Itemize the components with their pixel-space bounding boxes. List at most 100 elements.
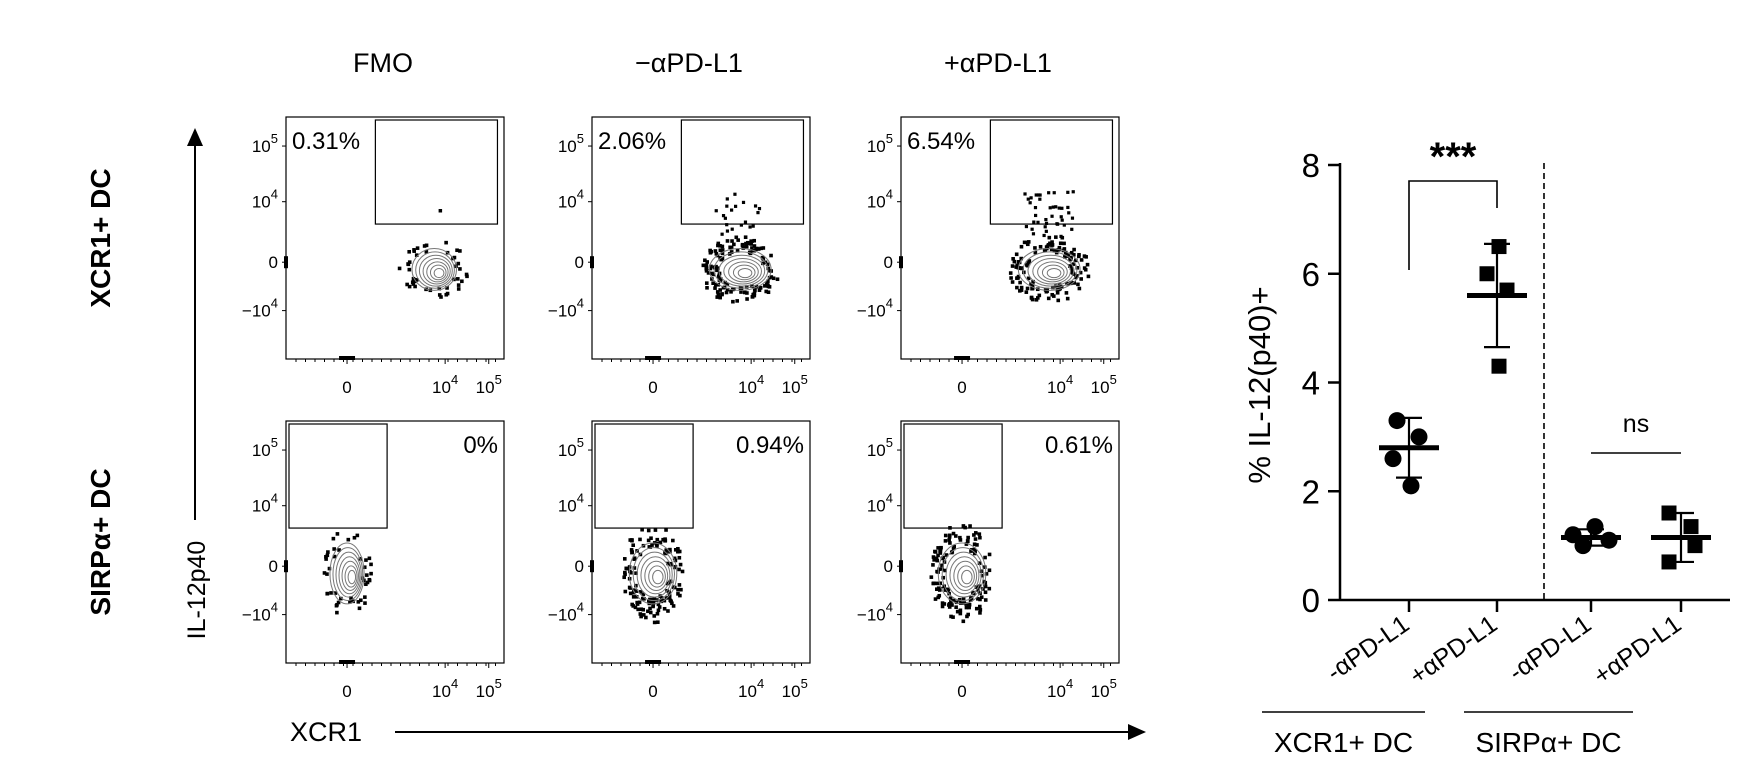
gate-percentage: 0.94% [736, 432, 804, 459]
event-dot [1030, 297, 1035, 302]
event-dot [1069, 255, 1073, 260]
event-dot [715, 268, 719, 273]
x-tick-label: 0 [648, 682, 657, 701]
event-dot [632, 566, 637, 570]
event-dot [721, 214, 726, 218]
event-dot [748, 225, 752, 229]
event-dot [1034, 297, 1039, 302]
event-dot [628, 538, 633, 542]
event-dot [961, 619, 966, 624]
event-dot [1070, 227, 1074, 231]
event-dot [1057, 206, 1061, 210]
y-tick-exp: 4 [886, 296, 893, 311]
event-dot [751, 224, 755, 228]
event-dot [1026, 197, 1030, 201]
y-tick-base: 10 [558, 441, 577, 460]
event-dot [725, 223, 729, 227]
event-dot [1019, 285, 1024, 290]
event-dot [1049, 247, 1054, 252]
event-dot [766, 290, 771, 295]
density-contour [648, 565, 666, 588]
event-dot [324, 557, 328, 561]
event-dot [1078, 270, 1083, 275]
event-dot [631, 543, 636, 548]
event-dot [739, 223, 743, 227]
density-contour [433, 267, 445, 279]
event-dot [677, 555, 682, 560]
x-tick-label: 105 [476, 372, 502, 397]
event-dot [718, 295, 722, 300]
density-contour [1046, 267, 1062, 279]
event-dot [325, 591, 330, 596]
x-axis-arrowhead [1128, 724, 1146, 740]
event-dot [678, 593, 682, 598]
event-dot [764, 289, 769, 294]
event-dot [948, 526, 952, 530]
event-dot [1036, 220, 1040, 224]
event-dot [705, 260, 710, 264]
event-dot [1044, 229, 1048, 233]
event-dot [1071, 190, 1075, 194]
event-dot [775, 277, 780, 282]
event-dot [983, 584, 988, 589]
event-dot [410, 280, 415, 285]
data-group [1561, 518, 1621, 555]
x-tick-label: 105 [1091, 372, 1117, 397]
x-tick-label: 104 [432, 676, 458, 701]
event-dot [753, 288, 757, 293]
x-tick-exp: 4 [451, 676, 458, 691]
group-label: SIRPα+ DC [1475, 727, 1621, 758]
event-dot [357, 606, 362, 611]
event-dot [458, 249, 462, 253]
x-tick-label: 105 [782, 676, 808, 701]
event-dot [1072, 247, 1076, 252]
y-axis-label: IL-12p40 [183, 541, 211, 640]
event-dot [407, 260, 412, 264]
y-axis-event-marks [284, 560, 288, 573]
event-dot [1055, 290, 1060, 295]
event-dot [752, 238, 757, 243]
gate-box [903, 423, 1003, 529]
event-dot [458, 267, 462, 271]
event-dot [708, 266, 713, 271]
event-dot [725, 197, 729, 201]
event-dot [763, 284, 767, 288]
event-dot [1010, 280, 1015, 284]
density-contour [628, 542, 678, 605]
event-dot [659, 599, 663, 604]
y-tick-label: −104 [857, 296, 893, 321]
event-dot [750, 284, 754, 288]
event-dot [1042, 248, 1047, 252]
event-dot [1058, 241, 1063, 246]
y-tick-exp: 5 [271, 435, 278, 450]
event-dot [957, 609, 961, 614]
event-dot [947, 538, 951, 542]
event-dot [978, 611, 982, 615]
event-dot [718, 248, 723, 253]
event-dot [750, 246, 754, 250]
event-dot [948, 596, 953, 601]
event-dot [1076, 282, 1080, 287]
event-dot [964, 542, 969, 546]
event-dot [633, 605, 638, 610]
event-dot [452, 255, 457, 260]
density-contour [1027, 254, 1075, 287]
event-dot [407, 284, 412, 289]
event-dot [666, 561, 670, 566]
event-dot [947, 603, 951, 607]
y-axis-label: % IL-12(p40)+ [1242, 286, 1277, 483]
event-dot [935, 587, 939, 591]
gate-box [288, 423, 388, 529]
event-dot [397, 266, 402, 271]
density-contour [941, 547, 985, 602]
event-dot [987, 552, 992, 557]
event-dot [1074, 258, 1078, 263]
density-contour [335, 551, 362, 598]
event-dot [664, 551, 668, 556]
data-point [1491, 239, 1507, 255]
event-dot [967, 602, 972, 607]
event-dot [327, 566, 332, 571]
density-contour [708, 248, 772, 291]
event-dot [1056, 222, 1060, 226]
event-dot [632, 557, 637, 561]
